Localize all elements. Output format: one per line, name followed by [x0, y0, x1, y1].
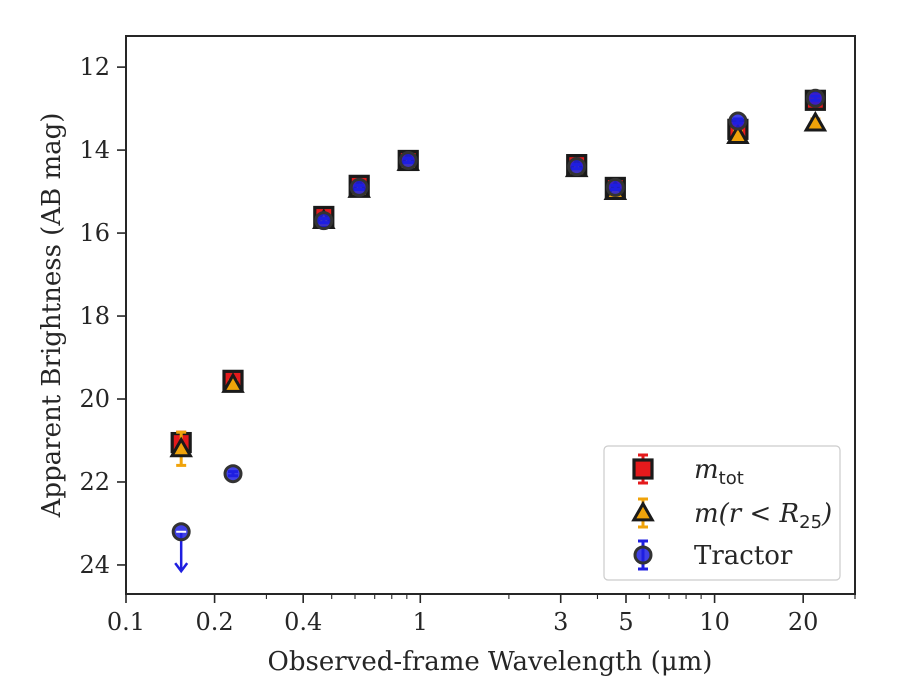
y-tick-label: 12	[79, 53, 110, 81]
y-tick-label: 22	[79, 468, 110, 496]
data-point	[805, 88, 825, 108]
data-point	[398, 150, 418, 170]
series-circle	[171, 88, 825, 574]
data-point	[605, 177, 625, 197]
x-tick-label: 0.1	[107, 608, 145, 636]
y-axis-label: Apparent Brightness (AB mag)	[37, 113, 67, 519]
x-tick-label: 0.2	[196, 608, 234, 636]
data-point	[169, 436, 193, 458]
data-point	[349, 177, 369, 197]
data-point	[726, 123, 750, 144]
y-tick-label: 20	[79, 385, 110, 413]
data-layer	[169, 88, 828, 574]
x-tick-label: 0.4	[284, 608, 322, 636]
legend-label: mtot	[694, 455, 744, 489]
legend-marker	[633, 545, 653, 565]
legend-marker	[631, 500, 655, 522]
legend-box	[603, 445, 841, 581]
legend-label: Tractor	[694, 541, 793, 571]
plot-frame	[125, 35, 856, 595]
data-point	[314, 211, 334, 231]
legend-label: m(r < R25)	[694, 499, 832, 533]
x-tick-label: 10	[699, 608, 730, 636]
legend: mtot m(r < R25) Tractor	[603, 445, 841, 581]
y-tick-label: 24	[79, 551, 110, 579]
x-tick-label: 5	[618, 608, 633, 636]
upper-limit-arrowhead	[174, 562, 189, 574]
x-tick-label: 20	[788, 608, 819, 636]
y-tick-label: 18	[79, 302, 110, 330]
data-point	[223, 464, 243, 484]
series-square	[170, 89, 826, 455]
y-tick-label: 14	[79, 136, 110, 164]
data-point	[803, 110, 828, 132]
legend-marker	[632, 458, 654, 480]
data-point	[728, 111, 748, 131]
data-point	[221, 372, 245, 393]
data-point	[567, 157, 587, 177]
series-triangle	[169, 110, 828, 467]
axis-ticks: 0.1 0.2 0.4 1 3 5 10 20 12 14 16 18 20 22 24	[79, 53, 856, 636]
x-tick-label: 3	[553, 608, 568, 636]
x-axis-label: Observed-frame Wavelength (μm)	[268, 647, 713, 677]
y-tick-label: 16	[79, 219, 110, 247]
x-tick-label: 1	[413, 608, 428, 636]
